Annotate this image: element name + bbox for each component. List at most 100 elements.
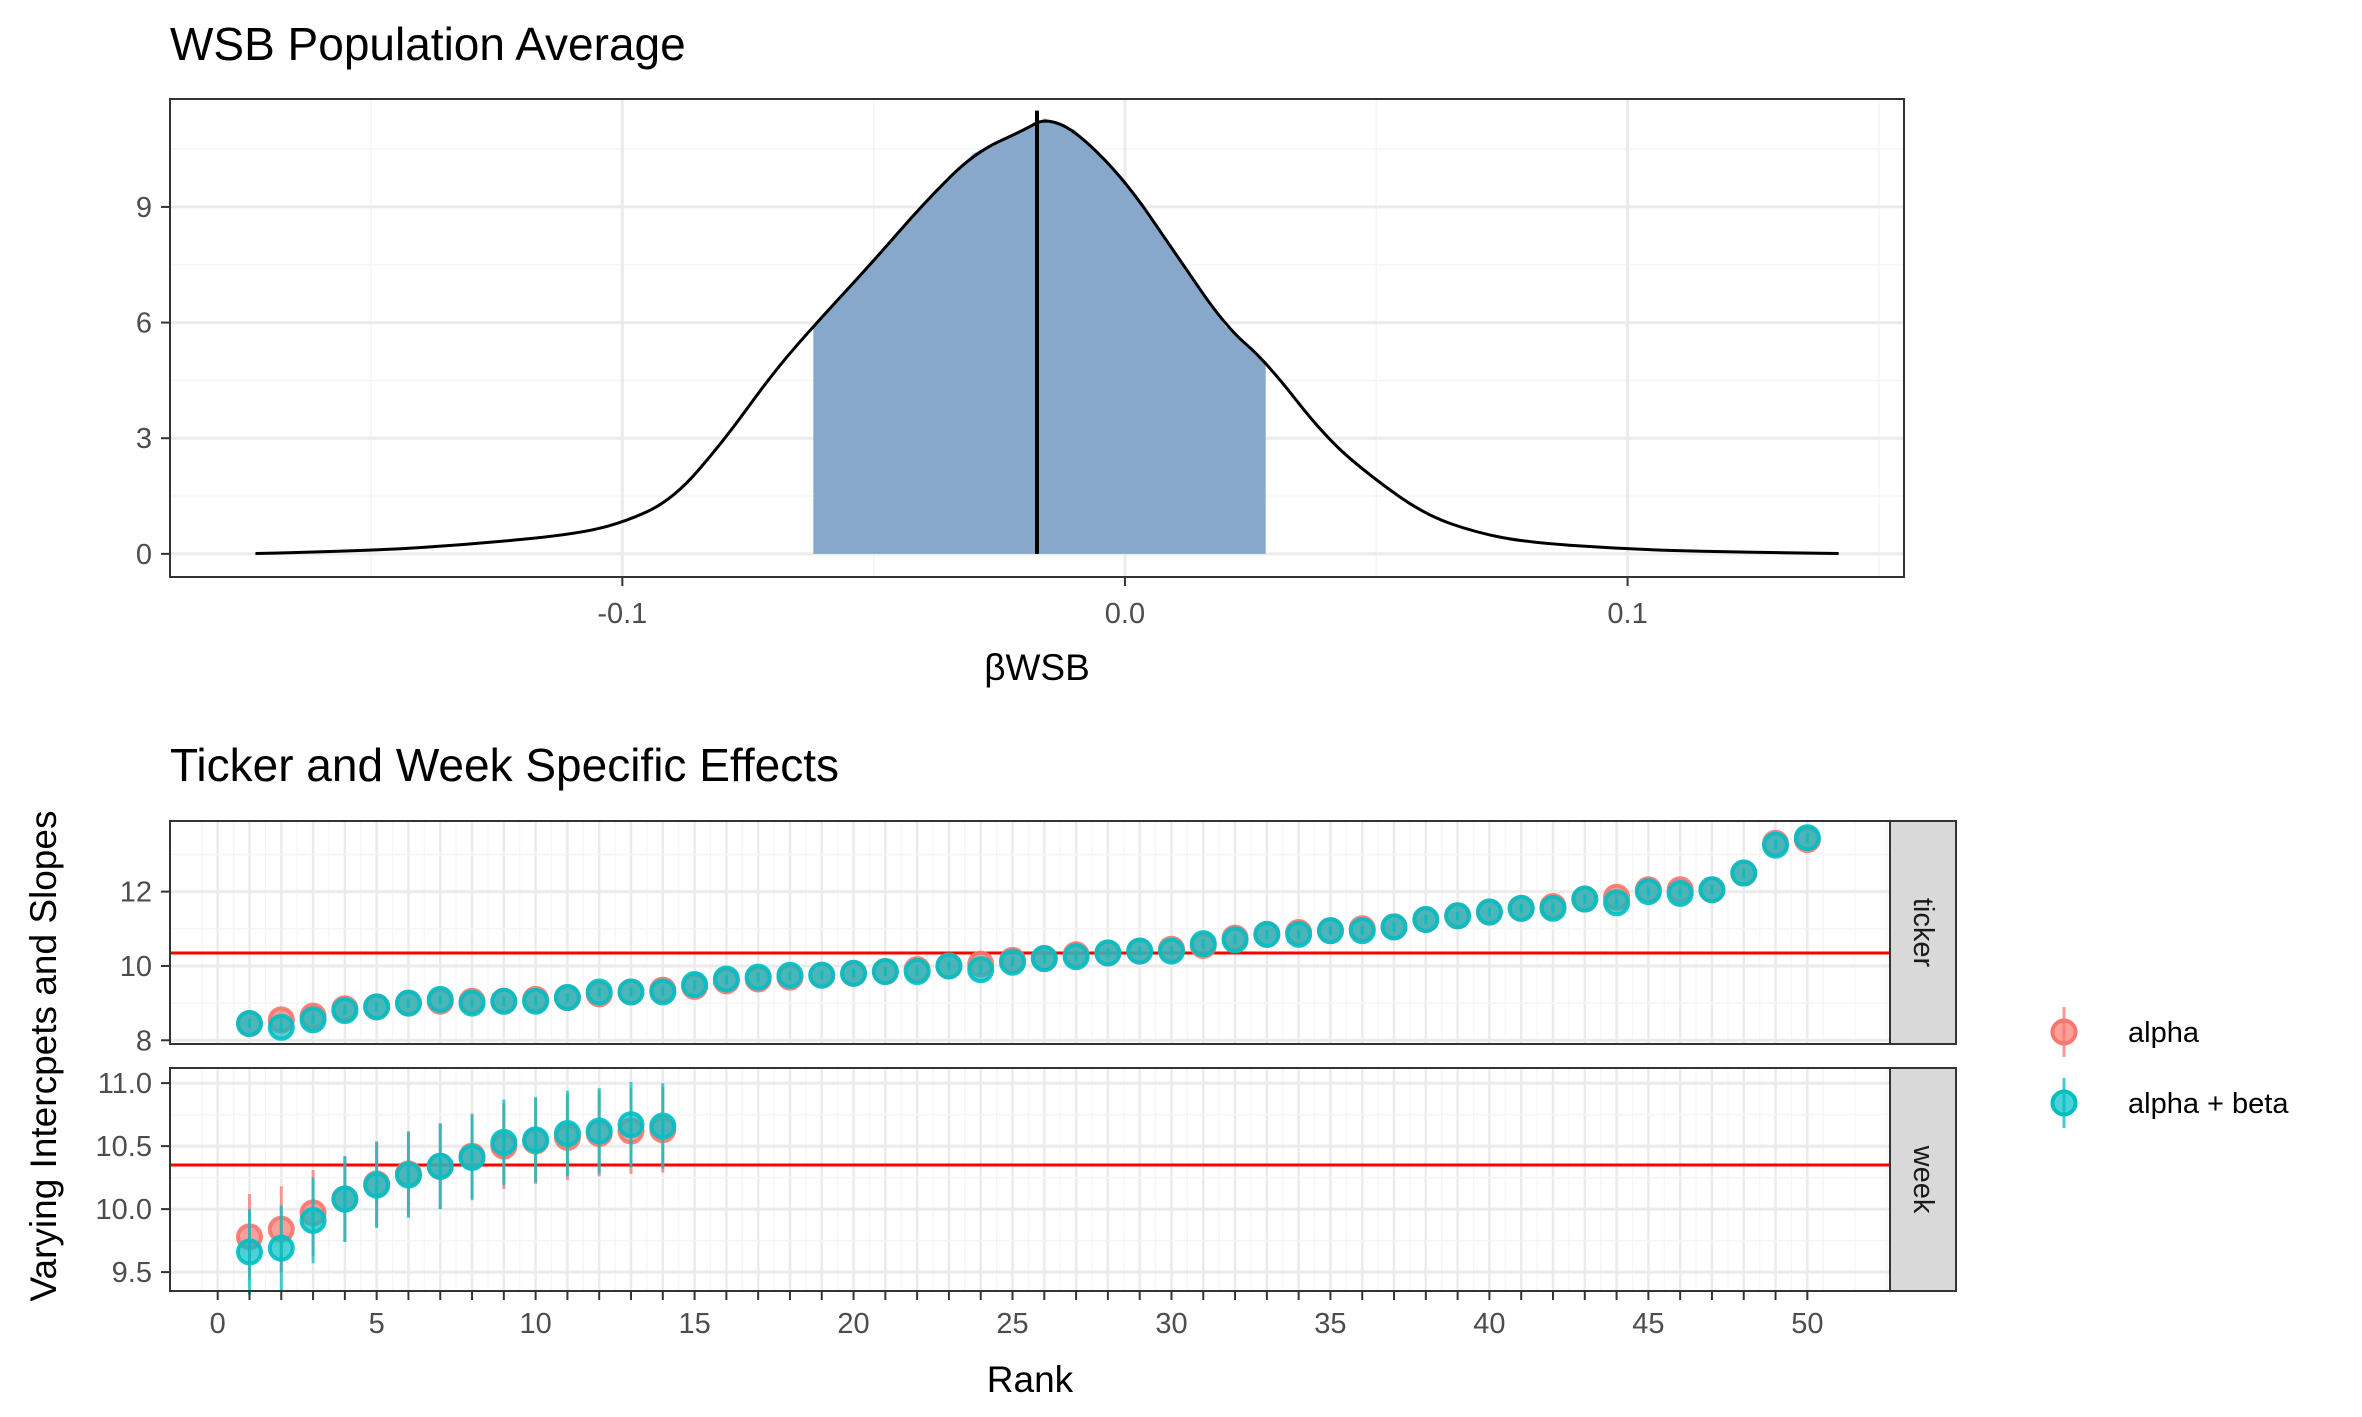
effects-x-tick-label: 10 [519,1308,551,1340]
data-point [1157,937,1185,965]
data-point [1030,945,1058,973]
density-title: WSB Population Average [170,18,686,70]
data-point [267,1013,295,1041]
data-point [363,993,391,1021]
effects-x-tick-label: 45 [1632,1308,1664,1340]
series-alpha-plus-beta [235,824,1821,1041]
density-y-tick-label: 0 [136,539,152,571]
density-x-tick-label: 0.0 [1105,598,1145,630]
data-point [458,989,486,1017]
effects-title: Ticker and Week Specific Effects [170,739,839,791]
facet-strip [1889,1067,1957,1292]
facet-strip-label: ticker [1907,898,1939,968]
density-y-tick-label: 3 [136,423,152,455]
data-point [871,958,899,986]
effects-y-axis-label: Varying Intercpets and Slopes [23,811,64,1302]
density-y-tick-label: 6 [136,308,152,340]
data-point [649,978,677,1006]
legend-label: alpha + beta [2128,1088,2289,1120]
data-point [1316,917,1344,945]
data-point [585,1117,613,1145]
effects-x-tick-label: 15 [678,1308,710,1340]
data-point [1412,905,1440,933]
facet-week: week 9.5 10.0 10.5 11.0 [96,1067,1957,1295]
facet-y-tick-label: 10 [120,951,152,983]
data-point [617,978,645,1006]
data-point [1793,824,1821,852]
data-point [426,1152,454,1180]
data-point [776,961,804,989]
effects-x-tick-label: 40 [1473,1308,1505,1340]
data-point [681,971,709,999]
data-point [808,961,836,989]
series-alpha-plus-beta [235,1081,677,1295]
data-point [617,1111,645,1139]
data-point [458,1143,486,1171]
data-point [235,1010,263,1038]
data-point [490,1128,518,1156]
legend-key-point [2050,1018,2078,1046]
data-point [1634,878,1662,906]
density-panel-border [169,98,1905,578]
facet-y-tick-label: 10.0 [96,1194,152,1226]
data-point [1285,920,1313,948]
data-point [744,963,772,991]
data-point [1380,913,1408,941]
data-point [1762,831,1790,859]
facet-ticker: ticker 8 10 12 [120,820,1957,1057]
data-point [585,978,613,1006]
data-point [935,952,963,980]
data-point [1603,889,1631,917]
data-point [712,965,740,993]
facet-strip-label: week [1907,1145,1939,1214]
data-point [1126,937,1154,965]
data-point [235,1238,263,1266]
effects-x-tick-label: 35 [1314,1308,1346,1340]
data-point [1571,885,1599,913]
density-y-tick-label: 9 [136,192,152,224]
data-point [394,1161,422,1189]
facet-y-tick-label: 12 [120,877,152,909]
effects-x-axis-label: Rank [987,1359,1074,1400]
data-point [394,989,422,1017]
data-point [299,1206,327,1234]
data-point [840,959,868,987]
density-credible-interval-area [813,118,1266,554]
effects-x-tick-label: 0 [210,1308,226,1340]
effects-x-tick-label: 20 [837,1308,869,1340]
data-point [1189,930,1217,958]
legend: alpha alpha + beta [2050,1007,2289,1128]
data-point [1062,943,1090,971]
data-point [426,985,454,1013]
data-point [999,948,1027,976]
data-point [299,1006,327,1034]
facet-y-tick-label: 10.5 [96,1131,152,1163]
effects-x-tick-label: 25 [996,1308,1028,1340]
legend-key-point [2050,1089,2078,1117]
facet-y-tick-label: 11.0 [98,1068,152,1100]
facet-strip [1889,820,1957,1045]
effects-x-tick-label: 5 [369,1308,385,1340]
data-point [267,1234,295,1262]
data-point [553,984,581,1012]
data-point [522,1126,550,1154]
data-point [649,1112,677,1140]
data-point [1348,917,1376,945]
data-point [967,956,995,984]
data-point [1730,859,1758,887]
effects-x-tick-label: 50 [1791,1308,1823,1340]
data-point [331,1185,359,1213]
density-x-tick-label: 0.1 [1607,598,1647,630]
data-point [490,987,518,1015]
effects-x-tick-label: 30 [1155,1308,1187,1340]
data-point [522,987,550,1015]
data-point [1094,939,1122,967]
data-point [1698,876,1726,904]
data-point [363,1171,391,1199]
density-curve [255,119,1839,555]
facet-y-tick-label: 9.5 [112,1257,152,1289]
facet-y-tick-label: 8 [136,1025,152,1057]
legend-label: alpha [2128,1017,2200,1049]
data-point [903,958,931,986]
